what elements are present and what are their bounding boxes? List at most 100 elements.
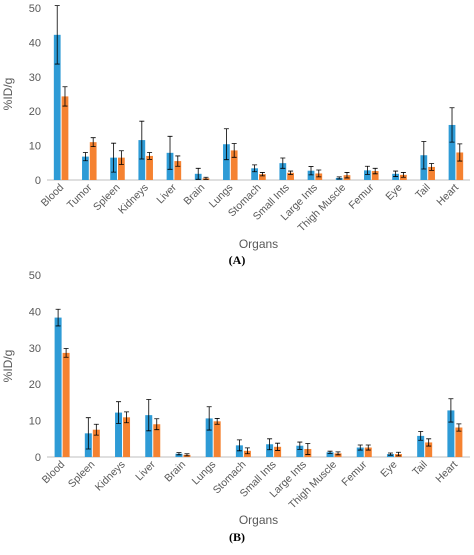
error-bar [335, 451, 341, 456]
bar-series-1 [364, 170, 371, 180]
error-bar [236, 439, 242, 452]
bar-series-2 [118, 157, 125, 180]
x-tick-label: Brain [181, 182, 207, 208]
error-bar [85, 417, 91, 450]
error-bar [55, 308, 61, 327]
error-bar [372, 167, 378, 175]
bar-series-1 [307, 170, 315, 180]
bar-series-2 [259, 174, 266, 180]
panel-label: (B) [229, 530, 245, 544]
y-tick-label: 30 [29, 343, 41, 355]
error-bar [244, 447, 250, 455]
x-axis-title: Organs [239, 237, 278, 251]
error-bar [147, 152, 153, 160]
bar-series-2 [371, 171, 379, 180]
bar-series-2 [456, 152, 464, 180]
bar-series-1 [448, 124, 456, 180]
bar-series-1 [251, 168, 258, 180]
y-tick-label: 50 [29, 3, 41, 15]
error-bar [297, 441, 303, 450]
error-bar [365, 444, 371, 451]
x-tick-label: Liver [133, 458, 158, 483]
bar-series-2 [287, 172, 294, 180]
bar-series-1 [447, 410, 455, 457]
x-tick-label: Brain [162, 459, 188, 485]
y-tick-label: 40 [29, 306, 41, 318]
bar-series-1 [205, 418, 213, 457]
error-bar [139, 120, 145, 160]
y-tick-label: 0 [35, 452, 41, 464]
error-bar [400, 172, 406, 178]
bar-series-2 [364, 447, 372, 457]
error-bar [280, 157, 286, 169]
bar-series-2 [61, 96, 69, 180]
bar-series-1 [417, 435, 425, 457]
error-bar [316, 169, 322, 178]
error-bar [364, 165, 370, 175]
x-tick-label: Heart [433, 459, 460, 486]
error-bar [267, 438, 273, 451]
y-axis-title: %ID/g [1, 78, 15, 111]
error-bar [154, 418, 160, 431]
chart-panel-a: %ID/g Organs (A) 01020304050BloodTumorSp… [1, 3, 470, 267]
y-tick-label: 0 [35, 175, 41, 187]
error-bar [393, 170, 399, 177]
bar-series-2 [123, 417, 131, 457]
bar-series-1 [326, 452, 334, 457]
bar-series-2 [213, 421, 221, 457]
x-tick-label: Tail [410, 459, 430, 479]
bar-series-2 [425, 442, 433, 457]
error-bar [195, 167, 201, 180]
bar-series-2 [89, 142, 97, 180]
y-axis-title: %ID/g [1, 350, 15, 383]
error-bar [395, 451, 401, 457]
x-tick-label: Femur [346, 181, 376, 211]
y-tick-label: 10 [29, 416, 41, 428]
bar-series-1 [53, 34, 61, 180]
y-tick-label: 40 [29, 37, 41, 49]
error-bar [223, 128, 229, 161]
bar-series-1 [223, 144, 230, 180]
error-bar [231, 143, 237, 158]
bar-series-1 [138, 140, 146, 180]
bar-series-1 [279, 163, 287, 180]
error-bar [327, 450, 333, 454]
error-bar [90, 137, 96, 148]
error-bar [344, 172, 350, 179]
bar-series-1 [82, 156, 89, 180]
bar-series-1 [266, 444, 274, 457]
y-tick-label: 30 [29, 72, 41, 84]
error-bar [448, 398, 454, 423]
error-bar [456, 423, 462, 432]
x-tick-label: Liver [154, 181, 179, 206]
error-bar [336, 176, 342, 180]
chart-panel-b: %ID/g Organs (B) 01020304050BloodSpleenK… [1, 270, 470, 544]
x-tick-label: Lungs [190, 459, 219, 488]
error-bar [457, 143, 463, 162]
error-bar [214, 418, 220, 425]
x-tick-label: Kidneys [116, 182, 151, 217]
error-bar [429, 163, 435, 171]
error-bar [62, 86, 68, 107]
x-tick-label: Blood [40, 459, 68, 487]
x-tick-label: Eye [383, 182, 404, 203]
error-bar [449, 107, 455, 143]
error-bar [308, 166, 314, 176]
y-tick-label: 20 [29, 379, 41, 391]
bar-series-1 [356, 447, 364, 457]
error-bar [184, 453, 190, 457]
error-bar [259, 172, 265, 177]
x-axis-title: Organs [239, 513, 278, 527]
error-bar [146, 399, 152, 432]
bar-series-2 [174, 161, 182, 180]
x-tick-label: Eye [378, 459, 399, 480]
bar-series-2 [455, 427, 463, 457]
error-bar [93, 423, 99, 436]
bar-series-2 [428, 166, 435, 180]
bar-series-2 [62, 352, 70, 457]
y-tick-label: 50 [29, 270, 41, 282]
error-bar [118, 150, 124, 165]
x-tick-label: Kidneys [93, 459, 128, 494]
error-bar [305, 443, 311, 455]
x-tick-label: Blood [39, 182, 67, 210]
